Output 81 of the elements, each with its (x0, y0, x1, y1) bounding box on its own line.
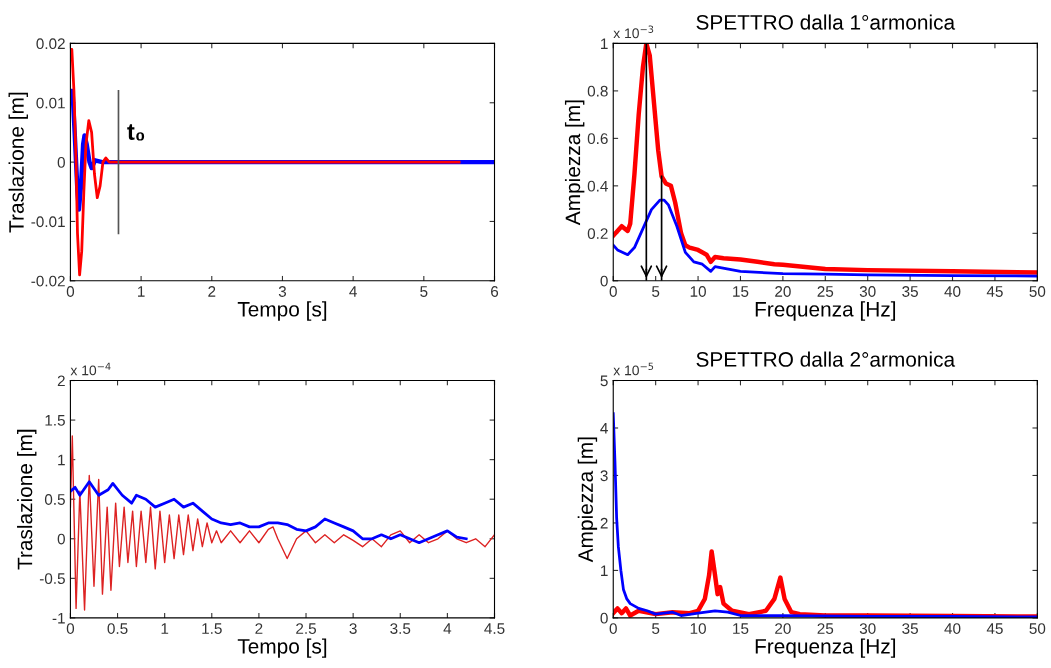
x-axis-title: Tempo [s] (237, 638, 327, 658)
x-tick-label: 5 (652, 286, 660, 297)
y-tick-label: 0.01 (36, 97, 65, 109)
y-axis-title: Ampiezza [m] (564, 100, 585, 226)
x-tick-label: 3 (278, 286, 287, 297)
x-tick-label: 20 (775, 286, 791, 297)
x-tick-label: 3 (349, 623, 357, 634)
x-tick-label: 45 (986, 286, 1003, 297)
x-tick-label: 6 (491, 286, 499, 297)
x-axis-title: Tempo [s] (237, 301, 327, 321)
y-tick-label: 0 (600, 612, 608, 624)
y-tick-label: -0.02 (31, 275, 65, 287)
y-tick-label: 3 (600, 470, 608, 482)
y-tick-label: 2 (57, 375, 65, 387)
text: x 10$^{−3}$ (613, 25, 654, 39)
y-tick-label: 1 (601, 565, 608, 576)
line-series (613, 198, 1038, 278)
line-series (70, 47, 461, 277)
text: x 10$^{−5}$ (613, 362, 654, 376)
y-tick-label: -0.5 (39, 573, 65, 585)
x-tick-label: 1.5 (202, 623, 222, 634)
x-tick-label: 5 (420, 286, 428, 297)
y-tick-label: 0.5 (44, 494, 65, 505)
y-tick-label: -1 (52, 612, 65, 624)
y-tick-label: 2 (600, 517, 608, 529)
y-tick-label: 0.02 (36, 38, 65, 50)
y-tick-label: 4 (600, 423, 608, 434)
y-tick-label: 0 (57, 156, 65, 168)
x-tick-label: 2 (255, 623, 263, 634)
x-tick-label: 10 (690, 286, 706, 297)
y-tick-label: 0.4 (587, 180, 608, 192)
x-tick-label: 20 (775, 623, 791, 634)
x-tick-label: 1 (138, 286, 145, 297)
x-tick-label: 4 (443, 623, 452, 634)
x-tick-label: 45 (986, 623, 1003, 634)
x-tick-label: 35 (902, 286, 918, 297)
line-series (70, 435, 495, 611)
line-series (70, 480, 468, 545)
y-tick-label: 0.8 (587, 85, 608, 97)
x-tick-label: 15 (733, 286, 749, 297)
x-tick-label: 25 (817, 623, 834, 634)
x-axis-title: Frequenza [Hz] (755, 301, 896, 321)
x-tick-label: 15 (733, 623, 749, 634)
x-tick-label: 50 (1029, 623, 1046, 634)
x-tick-label: 0 (609, 286, 617, 297)
x-tick-label: 4 (349, 286, 357, 297)
x-tick-label: 1 (161, 623, 169, 634)
y-tick-label: 5 (600, 375, 608, 387)
x-tick-label: 40 (944, 286, 961, 297)
x-tick-label: 0 (66, 623, 75, 634)
x-tick-label: 25 (817, 286, 834, 297)
x-tick-label: 0 (609, 623, 617, 634)
x-tick-label: 40 (944, 623, 961, 634)
ref-line-label: t₀ (127, 124, 145, 141)
x-tick-label: 2.5 (296, 623, 316, 634)
chart-title: SPETTRO dalla 2°armonica (696, 351, 956, 367)
x-tick-label: 5 (652, 623, 660, 634)
y-axis-title: Traslazione [m] (8, 92, 28, 233)
y-tick-label: 0.6 (587, 133, 608, 145)
x-tick-label: 2 (208, 286, 216, 297)
y-tick-label: -0.01 (31, 216, 65, 228)
x-tick-label: 30 (859, 286, 876, 297)
y-axis-title: Ampiezza [m] (577, 437, 598, 563)
y-axis-title: Traslazione [m] (17, 429, 37, 570)
x-axis-title: Frequenza [Hz] (755, 638, 896, 658)
text: x 10$^{−4}$ (70, 362, 111, 376)
y-tick-label: 0.2 (587, 228, 608, 240)
chart-title: SPETTRO dalla 1°armonica (696, 14, 956, 30)
x-tick-label: 50 (1029, 286, 1046, 297)
x-tick-label: 0.5 (107, 623, 128, 634)
y-tick-label: 0 (600, 275, 608, 287)
x-tick-label: 0 (66, 286, 75, 297)
x-tick-label: 4.5 (484, 623, 505, 634)
y-tick-label: 1.5 (45, 415, 65, 426)
y-tick-label: 1 (58, 454, 65, 466)
x-tick-label: 35 (902, 623, 918, 634)
y-tick-label: 0 (57, 533, 65, 545)
x-tick-label: 3.5 (390, 623, 411, 634)
x-tick-label: 10 (690, 623, 706, 634)
x-tick-label: 30 (859, 623, 876, 634)
y-tick-label: 1 (601, 38, 608, 49)
